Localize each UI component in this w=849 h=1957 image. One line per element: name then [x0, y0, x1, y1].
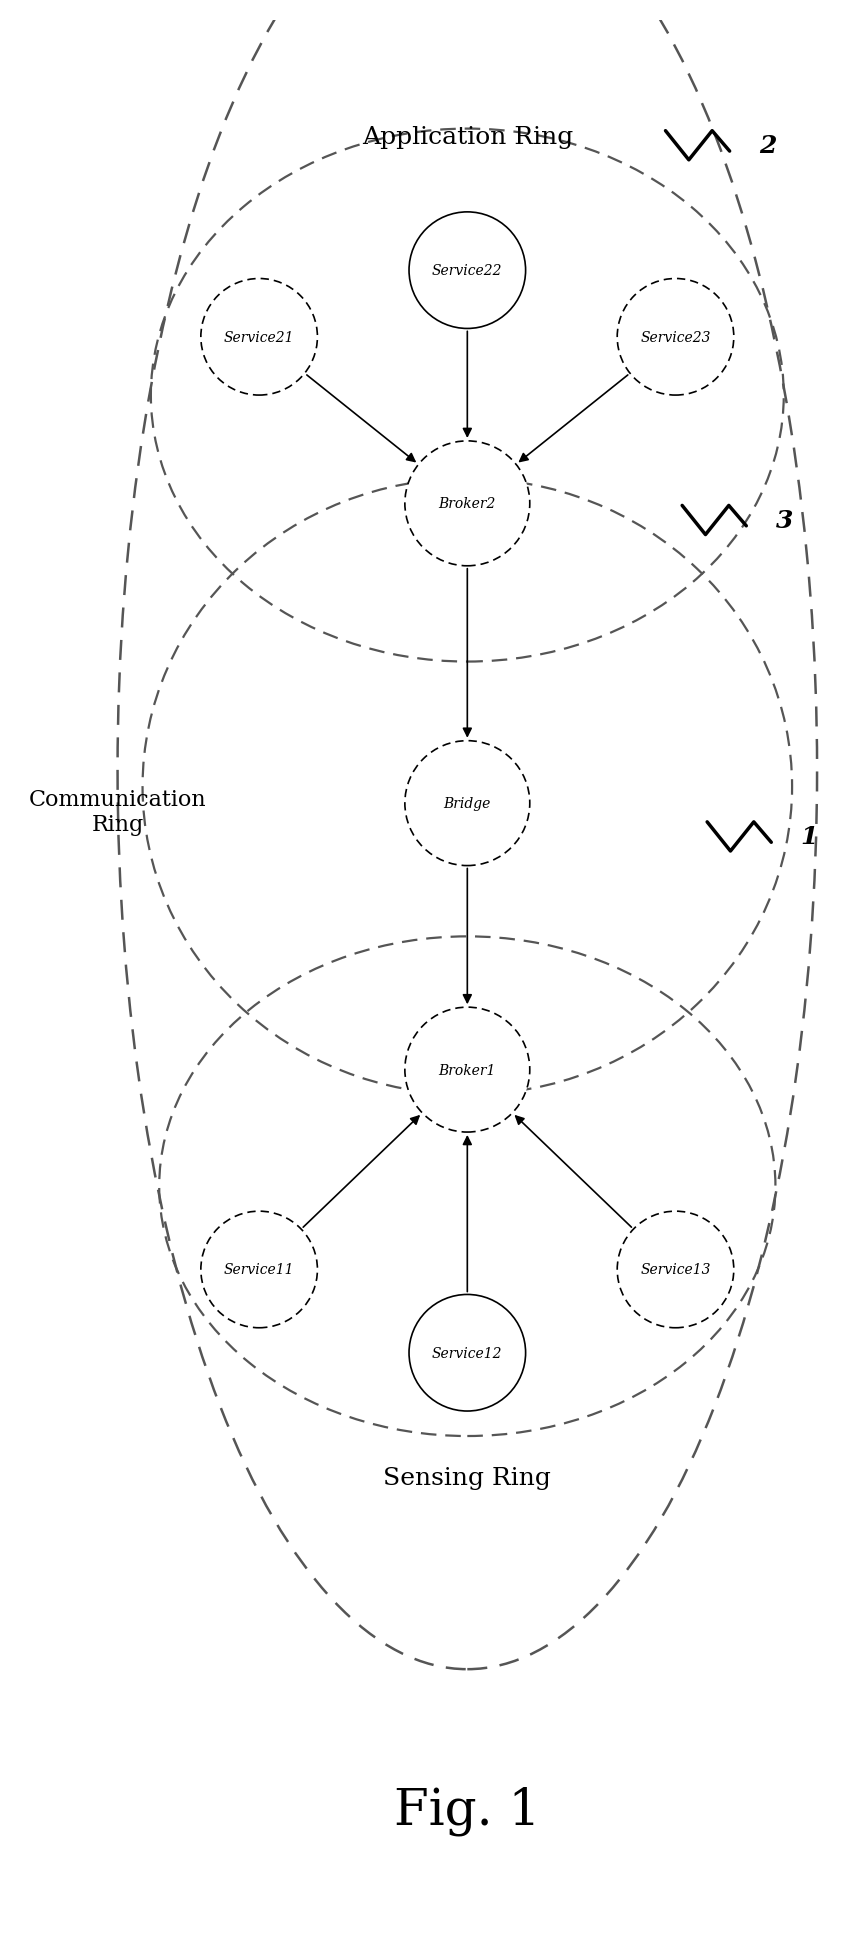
- Text: 2: 2: [759, 135, 776, 159]
- Circle shape: [617, 280, 734, 395]
- Text: 3: 3: [775, 509, 793, 532]
- Text: Communication
Ring: Communication Ring: [29, 789, 206, 836]
- Circle shape: [409, 213, 526, 329]
- Circle shape: [405, 442, 530, 566]
- Circle shape: [405, 742, 530, 867]
- Text: Service11: Service11: [224, 1262, 295, 1276]
- Text: Service21: Service21: [224, 331, 295, 344]
- Circle shape: [405, 1008, 530, 1133]
- Text: Service12: Service12: [432, 1346, 503, 1360]
- Text: Broker2: Broker2: [439, 497, 496, 511]
- Circle shape: [409, 1296, 526, 1411]
- Text: Bridge: Bridge: [444, 796, 491, 810]
- Text: Service13: Service13: [640, 1262, 711, 1276]
- Text: Application Ring: Application Ring: [362, 127, 573, 149]
- Text: Service22: Service22: [432, 264, 503, 278]
- Text: Service23: Service23: [640, 331, 711, 344]
- Circle shape: [201, 1211, 318, 1329]
- Circle shape: [617, 1211, 734, 1329]
- Text: Broker1: Broker1: [439, 1063, 496, 1076]
- Text: Sensing Ring: Sensing Ring: [384, 1466, 551, 1489]
- Text: 1: 1: [801, 826, 818, 849]
- Circle shape: [201, 280, 318, 395]
- Text: Fig. 1: Fig. 1: [394, 1787, 541, 1836]
